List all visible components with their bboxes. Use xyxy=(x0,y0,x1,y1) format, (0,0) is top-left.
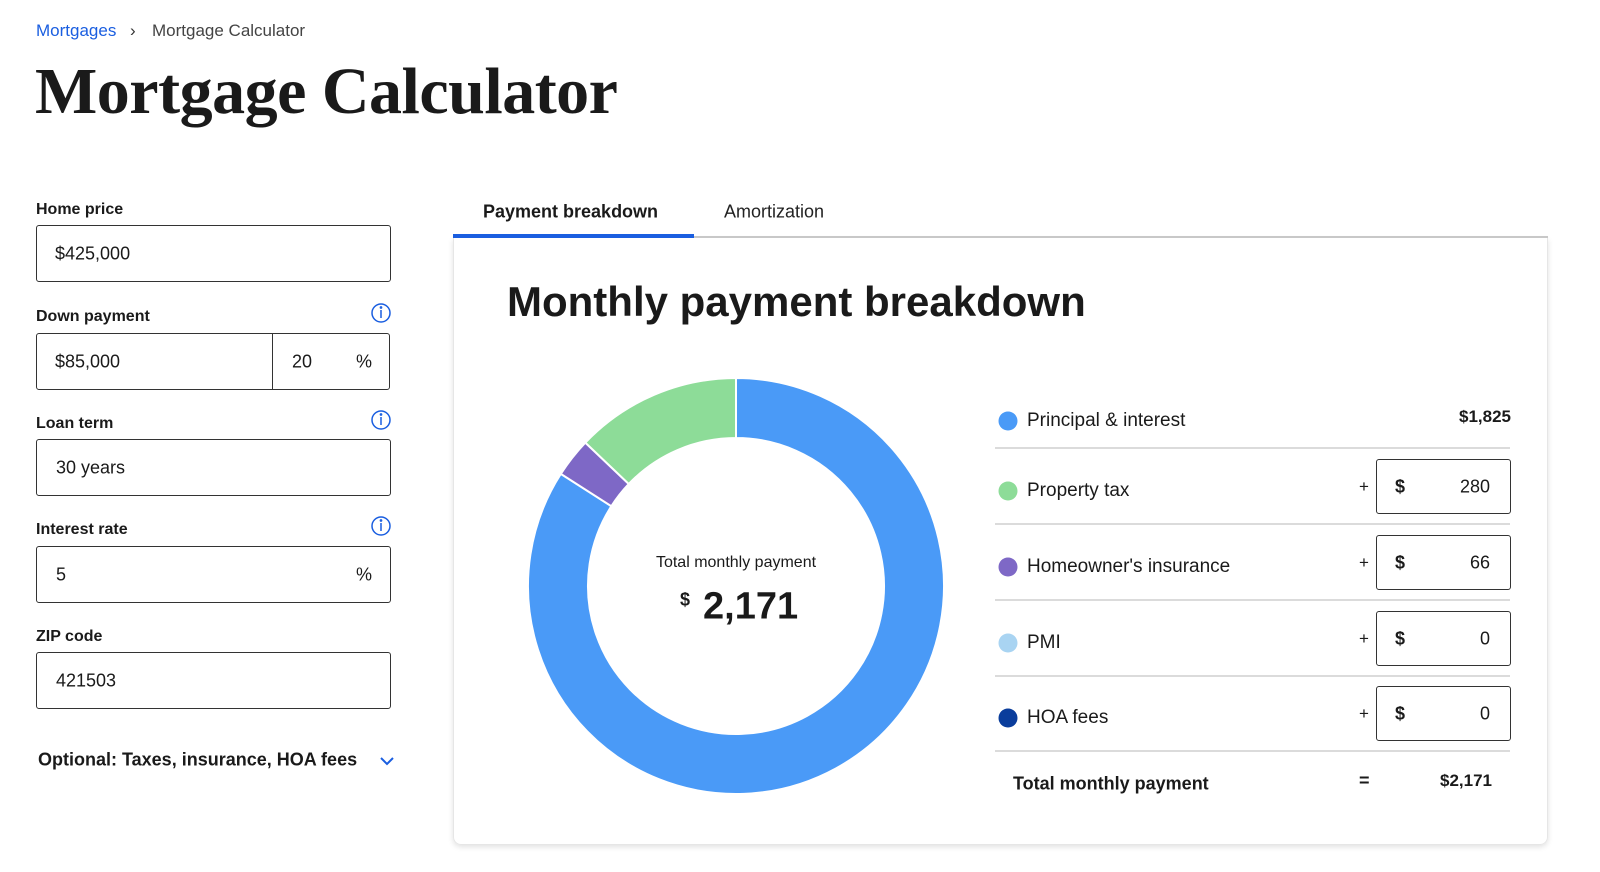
payment-input[interactable] xyxy=(1376,535,1511,590)
row-operator: + xyxy=(1359,629,1369,648)
input-value: $425,000 xyxy=(55,243,131,264)
field-label: Interest rate xyxy=(36,521,128,538)
input-value: 0 xyxy=(1479,703,1490,724)
field-label: ZIP code xyxy=(36,628,103,645)
payment-input[interactable] xyxy=(1376,611,1511,666)
breadcrumb-current: Mortgage Calculator xyxy=(152,21,306,40)
payment-input[interactable] xyxy=(1376,686,1511,741)
breadcrumb-separator: › xyxy=(130,21,136,40)
row-operator: + xyxy=(1359,553,1369,572)
tab-active[interactable]: Payment breakdown xyxy=(483,201,659,222)
legend-label: HOA fees xyxy=(1027,707,1109,728)
payment-input[interactable] xyxy=(1376,459,1511,514)
input-currency: $ xyxy=(1395,552,1406,573)
input-value: 280 xyxy=(1459,476,1490,497)
loan-term-select[interactable] xyxy=(36,439,391,496)
info-icons xyxy=(371,303,391,536)
page-title: Mortgage Calculator xyxy=(35,55,618,128)
breakdown-title: Monthly payment breakdown xyxy=(507,278,1086,325)
total-row-value: $2,171 xyxy=(1440,771,1492,790)
donut-segment xyxy=(527,376,945,795)
input-value: $85,000 xyxy=(55,351,121,372)
row-operator: + xyxy=(1359,704,1369,723)
legend-dot xyxy=(998,557,1018,577)
interest-rate-input[interactable] xyxy=(36,546,391,603)
donut-center-currency: $ xyxy=(680,589,691,610)
legend-dot xyxy=(998,481,1018,501)
breadcrumb-link[interactable]: Mortgages xyxy=(36,21,117,40)
input-unit: % xyxy=(356,351,373,372)
active-tab-underline xyxy=(453,234,694,238)
legend-label: Homeowner's insurance xyxy=(1027,556,1231,577)
legend-dot xyxy=(998,633,1018,653)
field-label: Loan term xyxy=(36,415,114,432)
donut-center-label: Total monthly payment xyxy=(655,554,817,571)
input-value: 0 xyxy=(1479,628,1490,649)
payment-value: $1,825 xyxy=(1459,407,1511,426)
breakdown-card xyxy=(453,238,1548,845)
input-currency: $ xyxy=(1395,476,1406,497)
input-currency: $ xyxy=(1395,703,1406,724)
input-unit: % xyxy=(356,564,373,585)
legend-label: Principal & interest xyxy=(1027,410,1186,431)
legend-label: PMI xyxy=(1027,632,1061,653)
down-payment-percent-input[interactable] xyxy=(272,333,390,390)
expand-chevron[interactable] xyxy=(380,757,394,766)
total-row-operator: = xyxy=(1359,770,1370,791)
home-price-input[interactable] xyxy=(36,225,391,282)
legend-label: Property tax xyxy=(1027,480,1130,501)
field-label: Down payment xyxy=(36,308,150,325)
legend-graphics xyxy=(995,411,1510,752)
optional-toggle[interactable]: Optional: Taxes, insurance, HOA fees xyxy=(38,749,358,770)
legend-dot xyxy=(998,708,1018,728)
input-value: 20 xyxy=(292,351,313,372)
select-value: 30 years xyxy=(56,457,126,478)
legend-dot xyxy=(998,411,1018,431)
donut-center-total: 2,171 xyxy=(703,585,799,628)
total-row-label: Total monthly payment xyxy=(1013,773,1209,794)
donut-chart xyxy=(527,376,945,795)
tab[interactable]: Amortization xyxy=(724,201,825,222)
input-value: 66 xyxy=(1469,552,1490,573)
field-label: Home price xyxy=(36,201,124,218)
row-operator: + xyxy=(1359,477,1369,496)
input-currency: $ xyxy=(1395,628,1406,649)
down-payment-input[interactable] xyxy=(36,333,273,390)
zip-code-input[interactable] xyxy=(36,652,391,709)
input-value: 421503 xyxy=(56,670,117,691)
input-value: 5 xyxy=(56,564,67,585)
